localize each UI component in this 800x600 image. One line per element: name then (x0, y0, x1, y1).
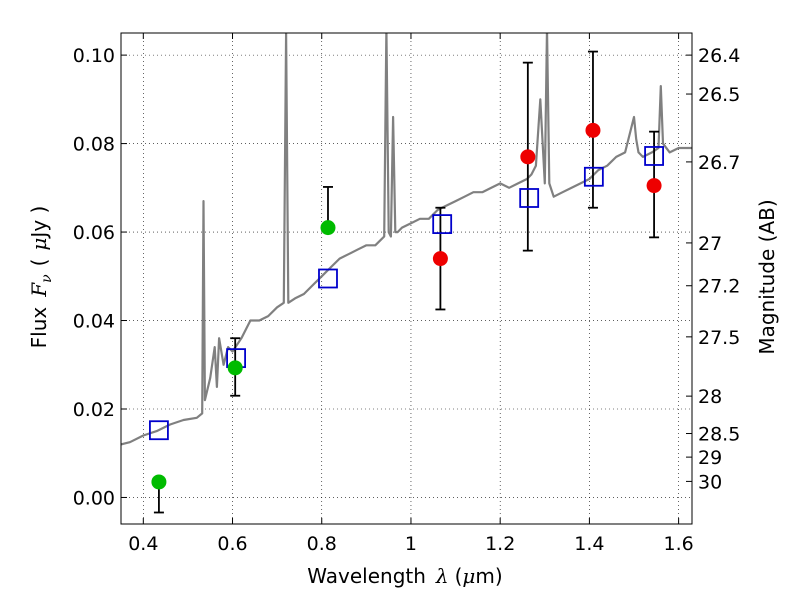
x-axis-label-unit-rest: m) (475, 564, 502, 588)
x-tick-label: 1.2 (485, 533, 515, 555)
y2-tick-label: 30 (698, 471, 722, 493)
model-photometry-marker (318, 268, 338, 289)
y2-tick-label: 27.2 (698, 276, 740, 298)
x-tick-label: 0.6 (217, 533, 247, 555)
error-bars (153, 50, 660, 514)
y-tick-label: 0.02 (73, 399, 115, 421)
y-axis-label-unit-open: ( (27, 259, 51, 267)
x-axis-label-unit-mu: μ (462, 564, 475, 588)
y-axis-label: Flux Fν ( μJy ) (27, 206, 55, 349)
model-spectrum (121, 33, 692, 446)
x-tick-label: 1.6 (664, 533, 694, 555)
y2-tick-label: 26.7 (698, 152, 740, 174)
observed-flux-marker (227, 360, 243, 376)
model-photometry-marker (149, 420, 169, 441)
y-tick-label: 0.06 (73, 222, 115, 244)
model-photometry-marker (583, 166, 604, 187)
x-axis-label-unit-open: ( (455, 564, 463, 588)
observed-flux-marker (151, 474, 167, 490)
x-axis-label-symbol: λ (435, 564, 449, 588)
y2-tick-label: 28 (698, 386, 722, 408)
model-photometry-marker (519, 188, 540, 208)
model-photometry-marker (432, 214, 453, 234)
y-axis-label-unit-rest: Jy ) (27, 206, 51, 240)
y2-tick-label: 26.4 (698, 45, 740, 67)
y-axis-label-symbol: F (27, 282, 51, 298)
x-tick-label: 0.8 (307, 533, 337, 555)
spectrum-line (121, 33, 692, 446)
x-tick-label: 1.4 (574, 533, 604, 555)
observed-flux-marker (520, 149, 536, 165)
x-tick-label: 0.4 (128, 533, 158, 555)
observed-flux-marker (432, 251, 448, 267)
observed-flux-marker (585, 122, 601, 138)
x-axis-label: Wavelength λ (μm) (307, 564, 502, 588)
y2-tick-label: 28.5 (698, 424, 740, 446)
y-tick-label: 0.00 (73, 487, 115, 509)
y-axis-label-subscript: ν (39, 274, 55, 283)
y2-tick-label: 29 (698, 447, 722, 469)
y-axis-label-unit-mu: μ (27, 238, 51, 251)
observed-flux-marker (646, 178, 662, 194)
x-axis-label-prefix: Wavelength (307, 564, 426, 588)
axis-ticks: 0.4 0.6 0.8 1 1.2 1.4 1.6 0.00 0.02 0.04 0.06 0.08 0… (73, 33, 740, 555)
y2-tick-label: 27 (698, 233, 722, 255)
model-photometry-marker (644, 146, 664, 166)
y-tick-label: 0.10 (73, 45, 115, 67)
y2-axis-label: Magnitude (AB) (755, 199, 779, 354)
y-axis-label-prefix: Flux (27, 307, 51, 349)
observed-flux-marker (320, 220, 336, 236)
y-tick-label: 0.08 (73, 134, 115, 156)
data-markers (149, 122, 664, 490)
y-tick-label: 0.04 (73, 311, 115, 333)
y2-tick-label: 26.5 (698, 84, 740, 106)
grid (121, 33, 692, 524)
plot-frame (120, 32, 693, 525)
y2-tick-label: 27.5 (698, 327, 740, 349)
x-tick-label: 1 (405, 533, 417, 555)
